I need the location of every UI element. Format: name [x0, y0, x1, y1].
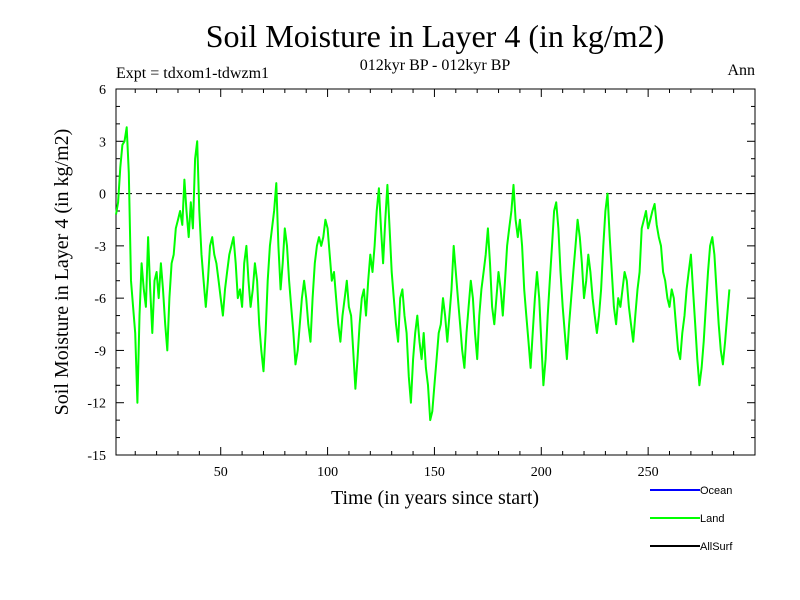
plot-area: [115, 88, 756, 456]
legend-label-allsurf: AllSurf: [700, 541, 733, 553]
legend: Ocean Land AllSurf: [650, 485, 733, 553]
y-tick-label: 3: [99, 135, 106, 150]
y-tick-label: -12: [87, 397, 106, 412]
y-tick-label: -9: [94, 344, 106, 359]
y-tick-label: 6: [99, 83, 106, 98]
legend-label-ocean: Ocean: [700, 485, 732, 497]
x-tick-label: 250: [638, 465, 659, 480]
y-axis-tick-labels: 6 3 0 -3 -6 -9 -12 -15: [87, 83, 106, 464]
legend-label-land: Land: [700, 513, 724, 525]
x-tick-label: 100: [317, 465, 338, 480]
experiment-label: Expt = tdxom1-tdwzm1: [116, 65, 269, 82]
y-tick-label: -3: [94, 240, 106, 255]
y-tick-label: -6: [94, 292, 106, 307]
y-tick-label: 0: [99, 188, 106, 203]
y-axis-label: Soil Moisture in Layer 4 (in kg/m2): [51, 129, 73, 416]
x-tick-label: 150: [424, 465, 445, 480]
x-axis-label: Time (in years since start): [331, 487, 539, 509]
chart-title: Soil Moisture in Layer 4 (in kg/m2): [206, 18, 665, 54]
period-label: 012kyr BP - 012kyr BP: [360, 57, 511, 74]
x-tick-label: 50: [214, 465, 228, 480]
y-tick-label: -15: [87, 449, 106, 464]
axis-ticks: [116, 88, 756, 456]
series-line-land: [115, 126, 731, 422]
season-label: Ann: [727, 62, 755, 79]
x-tick-label: 200: [531, 465, 552, 480]
x-axis-tick-labels: 50 100 150 200 250: [214, 465, 659, 480]
